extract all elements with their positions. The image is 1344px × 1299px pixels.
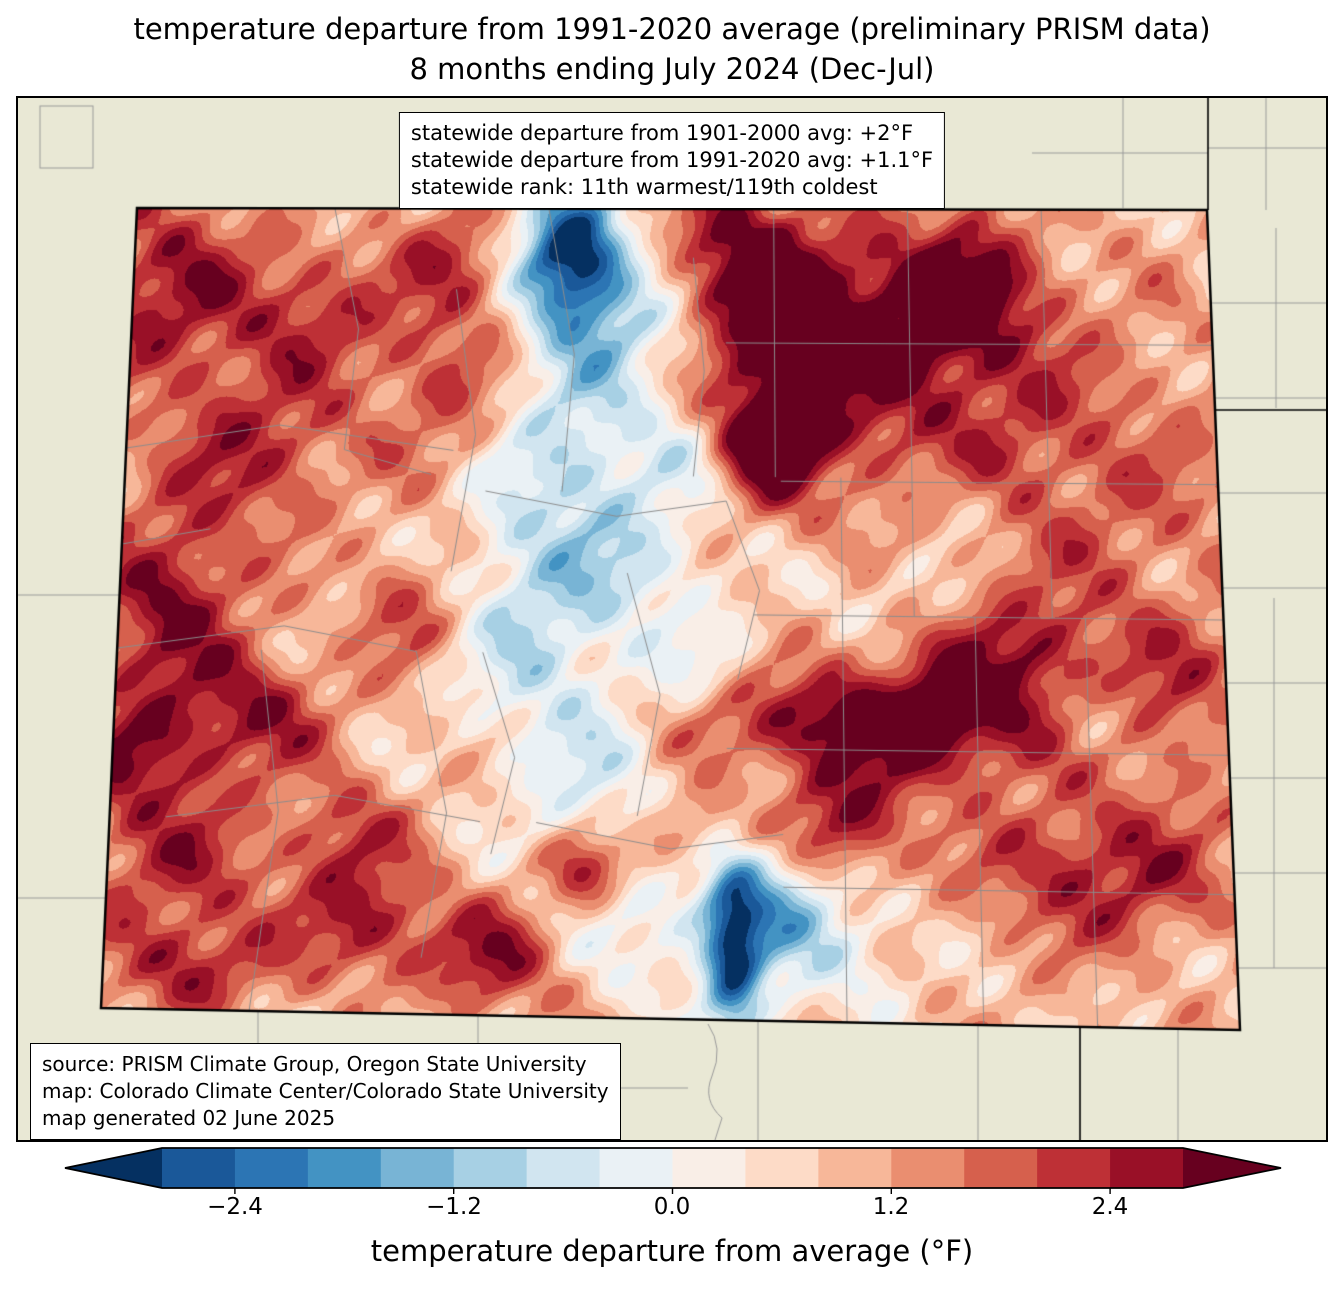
source-line-3: map generated 02 June 2025 bbox=[42, 1106, 336, 1130]
figure-title-line-1: temperature departure from 1991-2020 ave… bbox=[133, 12, 1211, 46]
colorbar-tick-label: −1.2 bbox=[426, 1194, 482, 1220]
colorbar-tick-label: 1.2 bbox=[872, 1194, 910, 1220]
source-line-1: source: PRISM Climate Group, Oregon Stat… bbox=[42, 1052, 587, 1076]
statewide-stats-box: statewide departure from 1901-2000 avg: … bbox=[398, 112, 946, 209]
map-panel: statewide departure from 1901-2000 avg: … bbox=[16, 96, 1328, 1142]
source-attribution-box: source: PRISM Climate Group, Oregon Stat… bbox=[30, 1043, 621, 1140]
source-line-2: map: Colorado Climate Center/Colorado St… bbox=[42, 1079, 609, 1103]
stats-line-3: statewide rank: 11th warmest/119th colde… bbox=[410, 175, 878, 199]
colorbar-tick-label: 2.4 bbox=[1091, 1194, 1129, 1220]
figure-title-line-2: 8 months ending July 2024 (Dec-Jul) bbox=[409, 52, 935, 86]
colorbar-tick-label: 0.0 bbox=[653, 1194, 691, 1220]
colorbar-tick-label: −2.4 bbox=[207, 1194, 263, 1220]
stats-line-1: statewide departure from 1901-2000 avg: … bbox=[410, 121, 914, 145]
stats-line-2: statewide departure from 1991-2020 avg: … bbox=[410, 148, 934, 172]
colorbar-axis-label: temperature departure from average (°F) bbox=[370, 1234, 974, 1268]
colorbar bbox=[64, 1147, 1282, 1194]
colorado-temperature-anomaly-map bbox=[18, 98, 1326, 1140]
